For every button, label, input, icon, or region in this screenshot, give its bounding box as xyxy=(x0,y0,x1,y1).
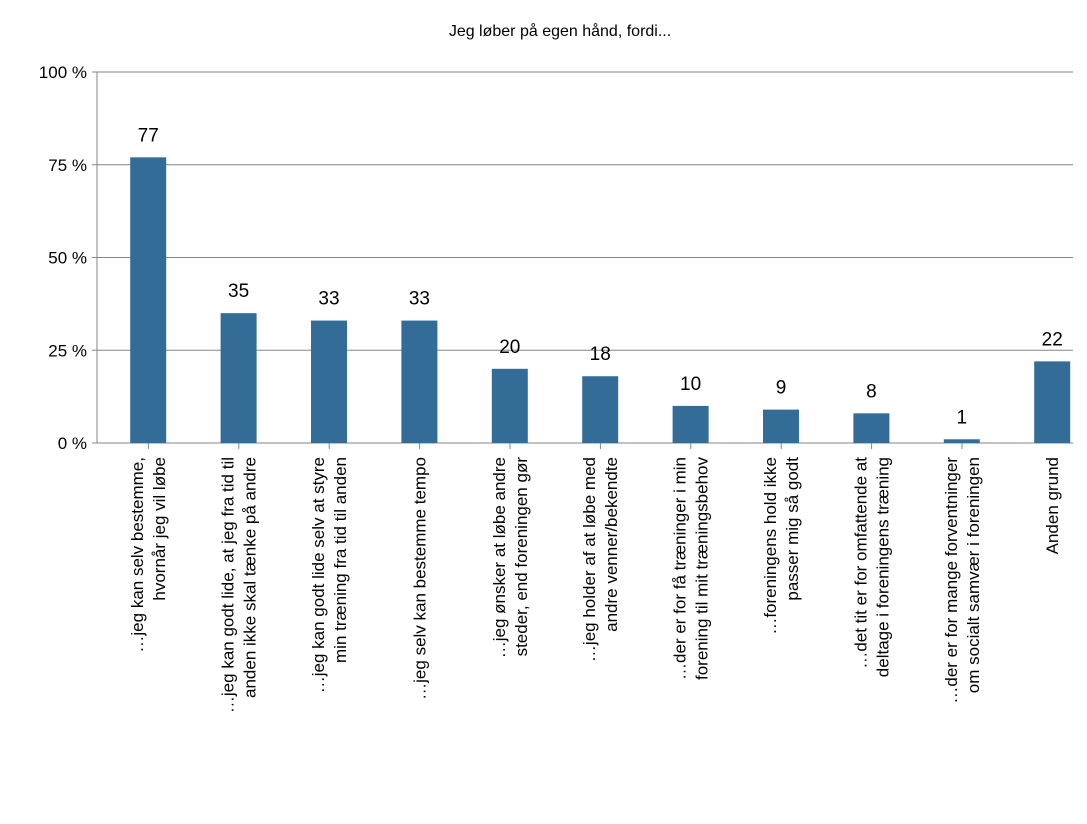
bar xyxy=(763,409,799,443)
bar xyxy=(853,413,890,443)
y-tick-label: 75 % xyxy=(48,156,87,175)
value-label: 77 xyxy=(138,125,159,146)
value-label: 35 xyxy=(228,281,249,302)
x-tick-label-line: Anden grund xyxy=(1043,457,1062,554)
x-tick-label-line: …jeg selv kan bestemme tempo xyxy=(410,457,429,700)
bar xyxy=(491,368,528,443)
x-tick-label: …jeg kan godt lide, at jeg fra tid til an… xyxy=(219,457,260,713)
value-label: 20 xyxy=(499,337,520,358)
chart-title: Jeg løber på egen hånd, fordi... xyxy=(449,22,671,40)
bar xyxy=(582,376,619,443)
y-tick-label: 100 % xyxy=(39,63,87,82)
x-tick-label: …jeg selv kan bestemme tempo xyxy=(410,457,429,700)
x-tick-label-line: andre venner/bekendte xyxy=(602,457,621,632)
x-tick-label-line: hvornår jeg vil løbe xyxy=(150,457,169,601)
x-tick-label: …jeg kan godt lide selv at styre min træn… xyxy=(309,457,350,693)
x-tick-label: …jeg ønsker at løbe andre steder, end for… xyxy=(490,457,531,659)
x-tick-label-line: …jeg kan godt lide, at jeg fra tid til xyxy=(219,457,238,713)
x-tick-label: …foreningens hold ikke passer mig så godt xyxy=(761,457,802,635)
value-label: 33 xyxy=(409,289,430,310)
value-label: 33 xyxy=(318,289,339,310)
x-tick-label-line: …jeg kan godt lide selv at styre xyxy=(309,457,328,693)
x-tick-label: …jeg holder af at løbe med andre venner/b… xyxy=(580,457,621,662)
bar xyxy=(401,320,438,443)
bar xyxy=(311,320,347,443)
x-tick-label: Anden grund xyxy=(1043,457,1062,554)
x-tick-label-line: steder, end foreningen gør xyxy=(512,457,531,657)
x-tick-label-line: …det tit er for omfattende at xyxy=(851,457,870,669)
x-tick-label-line: anden ikke skal tænke på andre xyxy=(241,457,260,698)
value-label: 22 xyxy=(1042,329,1063,350)
value-label: 18 xyxy=(590,344,611,365)
x-tick-label-line: …jeg ønsker at løbe andre xyxy=(490,457,509,658)
y-tick-label: 25 % xyxy=(48,341,87,360)
x-tick-label: …det tit er for omfattende at deltage i f… xyxy=(851,457,892,677)
value-label: 10 xyxy=(680,374,701,395)
value-label: 9 xyxy=(776,378,787,399)
x-tick-label: …der er for mange forventninger om social… xyxy=(942,457,983,704)
x-tick-label: …jeg kan selv bestemme, hvornår jeg vil l… xyxy=(128,457,169,653)
bar xyxy=(943,439,980,443)
x-tick-label: …der er for få træninger i min forening t… xyxy=(671,457,712,681)
x-tick-label-line: om socialt samvær i foreningen xyxy=(964,457,983,693)
bar xyxy=(220,313,257,443)
y-tick-label: 50 % xyxy=(48,249,87,268)
value-label: 8 xyxy=(866,381,877,402)
x-tick-label-line: …jeg kan selv bestemme, xyxy=(128,457,147,653)
x-tick-label-line: …der er for mange forventninger xyxy=(942,457,961,704)
bar xyxy=(130,157,167,443)
x-tick-label-line: passer mig så godt xyxy=(783,457,802,601)
x-tick-label-line: forening til mit træningsbehov xyxy=(693,457,712,681)
bar xyxy=(672,405,709,443)
y-tick-label: 0 % xyxy=(58,434,87,453)
x-tick-label-line: deltage i foreningens træning xyxy=(873,457,892,677)
x-tick-label-line: min træning fra tid til anden xyxy=(331,457,350,663)
x-tick-label-line: …jeg holder af at løbe med xyxy=(580,457,599,662)
x-tick-label-line: …der er for få træninger i min xyxy=(671,457,690,680)
bar xyxy=(1034,361,1071,443)
value-label: 1 xyxy=(957,407,968,428)
x-tick-label-line: …foreningens hold ikke xyxy=(761,457,780,635)
